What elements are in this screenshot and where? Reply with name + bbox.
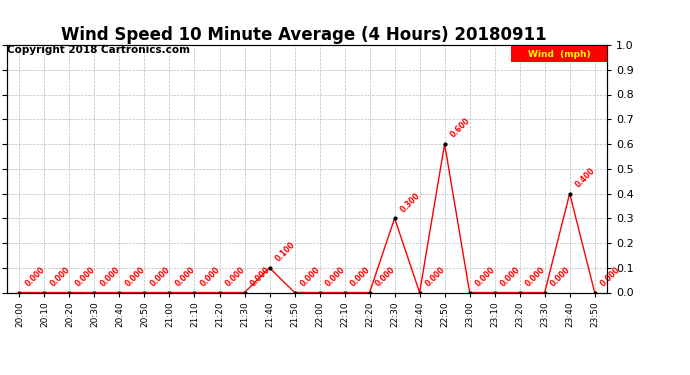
Text: 0.000: 0.000 bbox=[474, 265, 497, 288]
Text: 0.000: 0.000 bbox=[549, 265, 572, 288]
Text: 0.600: 0.600 bbox=[448, 117, 472, 140]
Text: 0.000: 0.000 bbox=[599, 265, 622, 288]
Text: 0.000: 0.000 bbox=[199, 265, 222, 288]
Text: 0.000: 0.000 bbox=[124, 265, 147, 288]
Text: 0.400: 0.400 bbox=[574, 166, 597, 189]
Text: 0.000: 0.000 bbox=[374, 265, 397, 288]
Text: 0.000: 0.000 bbox=[499, 265, 522, 288]
Text: 0.100: 0.100 bbox=[274, 240, 297, 264]
Text: 0.000: 0.000 bbox=[48, 265, 72, 288]
Text: 0.000: 0.000 bbox=[348, 265, 372, 288]
Text: 0.000: 0.000 bbox=[248, 265, 272, 288]
Text: Wind Speed 10 Minute Average (4 Hours) 20180911: Wind Speed 10 Minute Average (4 Hours) 2… bbox=[61, 26, 546, 44]
Text: 0.000: 0.000 bbox=[224, 265, 247, 288]
Text: 0.000: 0.000 bbox=[23, 265, 47, 288]
Text: Copyright 2018 Cartronics.com: Copyright 2018 Cartronics.com bbox=[7, 45, 190, 55]
Text: 0.300: 0.300 bbox=[399, 191, 422, 214]
Text: 0.000: 0.000 bbox=[299, 265, 322, 288]
Text: 0.000: 0.000 bbox=[424, 265, 447, 288]
Text: 0.000: 0.000 bbox=[324, 265, 347, 288]
Text: 0.000: 0.000 bbox=[174, 265, 197, 288]
Text: 0.000: 0.000 bbox=[524, 265, 547, 288]
Text: 0.000: 0.000 bbox=[99, 265, 122, 288]
Text: 0.000: 0.000 bbox=[148, 265, 172, 288]
Text: 0.000: 0.000 bbox=[74, 265, 97, 288]
